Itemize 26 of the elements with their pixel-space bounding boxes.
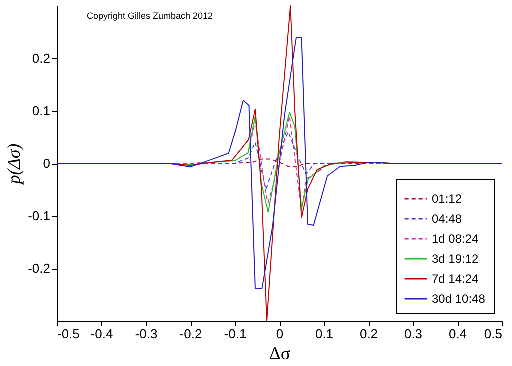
x-tick-label: -0.3 [135, 326, 158, 342]
y-tick-label: 0.2 [32, 51, 50, 66]
line-series [56, 38, 502, 290]
x-tick-label: 0 [276, 326, 284, 342]
x-tick-label: 0.2 [360, 326, 378, 342]
legend-label: 1d 08:24 [432, 232, 480, 246]
x-tick-label: -0.4 [90, 326, 114, 342]
annotation: Copyright Gilles Zumbach 2012 [87, 11, 214, 21]
legend-label: 01:12 [432, 192, 462, 206]
x-tick-label: 0.5 [484, 326, 502, 342]
legend-label: 30d 10:48 [432, 292, 486, 306]
legend-label: 04:48 [432, 212, 462, 226]
y-tick-label: 0 [43, 156, 50, 171]
y-tick-label: 0.1 [32, 104, 50, 118]
legend-label: 3d 19:12 [432, 252, 480, 266]
x-tick-label: 0.4 [448, 326, 468, 342]
y-axis-title: p(Δσ) [4, 144, 24, 186]
x-tick-label: 0.3 [404, 326, 423, 342]
x-tick-label: -0.2 [180, 326, 202, 342]
y-tick-label: -0.1 [28, 208, 50, 224]
legend-label: 7d 14:24 [432, 272, 480, 286]
y-tick-label: -0.2 [28, 261, 50, 276]
x-tick-label: -0.5 [58, 326, 80, 342]
x-axis-title: Δσ [269, 344, 291, 364]
x-tick-label: 0.1 [315, 326, 334, 342]
x-tick-label: -0.1 [224, 326, 247, 342]
